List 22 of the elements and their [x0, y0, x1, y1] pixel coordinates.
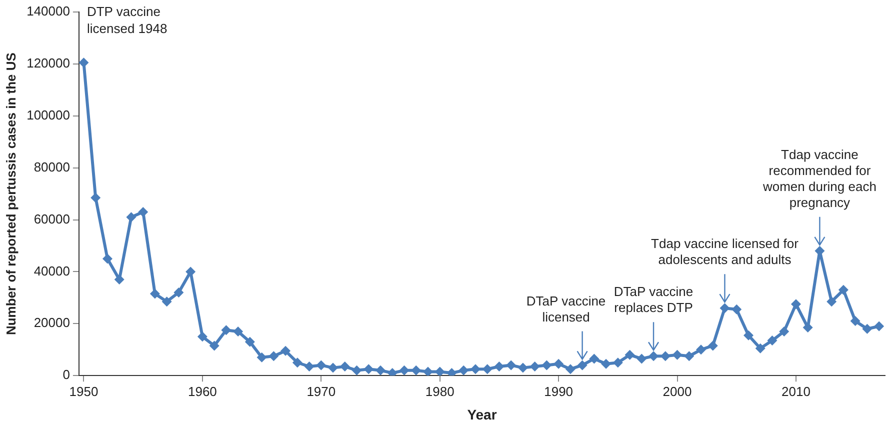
annotation: Tdap vaccine recommended for women during each pregnancy	[762, 147, 876, 210]
y-tick-label: 80000	[34, 159, 70, 174]
y-tick-label: 140000	[26, 4, 70, 19]
annotation: DTaP vaccine licensed	[526, 293, 606, 324]
x-tick-label: 1980	[425, 384, 454, 399]
x-tick-label: 2010	[782, 384, 810, 399]
annotation: DTaP vaccine replaces DTP	[614, 284, 694, 316]
x-tick-label: 1950	[69, 384, 98, 399]
y-tick-label: 0	[62, 367, 70, 382]
x-tick-label: 2000	[662, 384, 692, 399]
y-tick-label: 40000	[34, 263, 70, 278]
y-tick-label: 60000	[34, 211, 70, 226]
x-axis-title: Year	[467, 406, 498, 422]
y-axis-title: Number of reported pertussis cases in the US	[3, 52, 18, 336]
y-tick-label: 100000	[26, 107, 70, 122]
x-tick-label: 1990	[544, 384, 574, 399]
x-tick-label: 1960	[188, 384, 217, 399]
annotation: DTP vaccine licensed 1948	[86, 4, 168, 36]
y-tick-label: 120000	[26, 56, 70, 71]
x-tick-label: 1970	[306, 384, 336, 399]
annotation: Tdap vaccine licensed for adolescents and adults	[651, 236, 800, 268]
y-tick-label: 20000	[34, 315, 70, 330]
